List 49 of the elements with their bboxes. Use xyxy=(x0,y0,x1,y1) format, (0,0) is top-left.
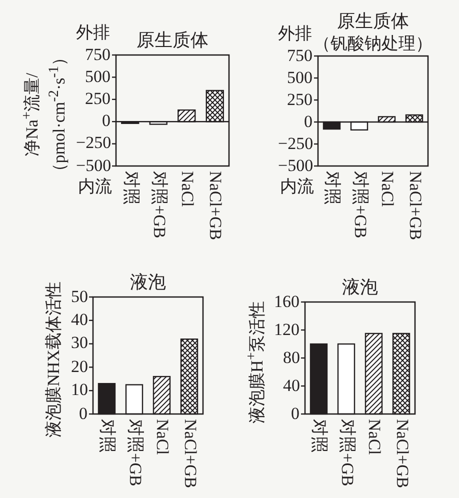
x-tick-label: 对照 xyxy=(98,419,118,453)
x-tick-label: NaCl xyxy=(378,171,398,207)
text: 外排 xyxy=(76,22,110,42)
y-tick-label: −500 xyxy=(278,156,314,176)
x-tick-label: NaCl xyxy=(177,171,198,207)
chart-title: 原生质体 xyxy=(337,11,409,32)
chart-title: 液泡 xyxy=(130,272,166,293)
chart-subtitle: （钒酸钠处理） xyxy=(314,34,432,54)
x-tick-label: NaCl+GB xyxy=(405,171,425,240)
chart-title: 原生质体 xyxy=(136,30,208,51)
y-tick-label: 250 xyxy=(85,88,110,109)
y-tick-label: 0 xyxy=(304,112,312,132)
y-tick-label: −250 xyxy=(278,134,314,154)
text: 外排 xyxy=(278,24,312,44)
y-tick-label: 10 xyxy=(71,380,88,400)
x-tick-label: 对照+GB xyxy=(149,171,169,238)
x-tick-label: 对照 xyxy=(120,171,141,205)
y-tick-label: 20 xyxy=(71,356,88,376)
x-tick-label: NaCl+GB xyxy=(392,419,412,488)
y-tick-label: −250 xyxy=(76,133,112,153)
y-tick-label: −500 xyxy=(76,156,112,176)
y-tick-label: 0 xyxy=(291,404,300,424)
y-tick-label: 40 xyxy=(283,376,300,396)
y-tick-label: 30 xyxy=(71,333,88,353)
y-tick-label: 160 xyxy=(274,292,300,312)
x-tick-label: 对照 xyxy=(322,171,342,205)
y-tick-label: 80 xyxy=(283,348,300,368)
x-tick-label: 对照+GB xyxy=(337,419,357,486)
x-tick-label: NaCl xyxy=(152,419,172,455)
x-tick-label: NaCl+GB xyxy=(180,419,200,488)
y-tick-label: 0 xyxy=(79,404,88,424)
y-tick-label: 40 xyxy=(71,310,88,330)
y-tick-label: 500 xyxy=(287,68,312,88)
y-tick-label: 250 xyxy=(287,90,312,110)
y-tick-label: 0 xyxy=(102,111,110,131)
y-axis-title: 液泡膜NHX载体活性 xyxy=(43,280,64,438)
y-tick-label: 500 xyxy=(85,66,110,86)
y-tick-label: 750 xyxy=(287,46,312,66)
x-tick-label: NaCl+GB xyxy=(206,171,226,240)
x-tick-label: 对照 xyxy=(310,419,330,453)
x-tick-label: 对照+GB xyxy=(350,171,370,238)
y-tick-label: 120 xyxy=(274,320,300,340)
x-tick-label: NaCl xyxy=(364,419,384,455)
y-tick-label: 50 xyxy=(71,286,88,306)
text: 内流 xyxy=(78,177,112,197)
chart-title: 液泡 xyxy=(342,277,378,298)
x-tick-label: 对照+GB xyxy=(125,419,145,486)
text: 内流 xyxy=(280,177,314,197)
y-tick-label: 750 xyxy=(85,44,110,64)
